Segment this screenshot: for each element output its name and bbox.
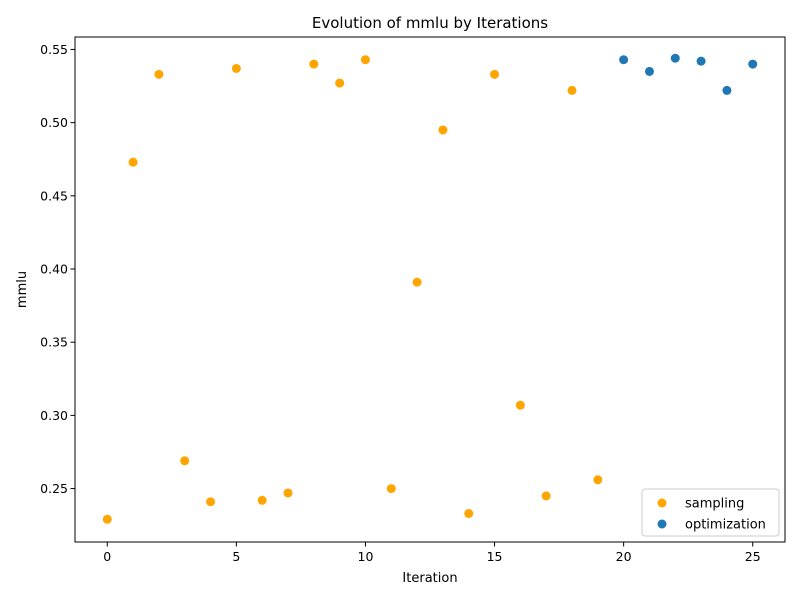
x-tick-label: 25 — [745, 549, 761, 564]
data-point — [128, 157, 138, 167]
data-point — [335, 78, 345, 88]
legend-label: optimization — [685, 518, 766, 533]
data-point — [490, 69, 500, 79]
plot-frame — [74, 36, 786, 543]
data-point — [644, 66, 654, 76]
legend-box — [641, 488, 780, 537]
data-point — [722, 85, 732, 95]
y-tick-label: 0.35 — [40, 335, 68, 350]
x-tick-label: 5 — [232, 549, 240, 564]
legend-marker — [657, 498, 667, 508]
data-point — [360, 55, 370, 65]
data-point — [154, 69, 164, 79]
data-point — [206, 497, 216, 507]
series-sampling — [102, 55, 603, 524]
data-point — [515, 400, 525, 410]
x-tick-label: 10 — [358, 549, 374, 564]
y-axis: 0.25 0.30 0.35 0.40 0.45 0.50 0.55 — [40, 42, 75, 496]
x-axis: 0 5 10 15 20 25 — [103, 542, 761, 564]
legend: sampling optimization — [641, 488, 780, 537]
x-tick-label: 15 — [487, 549, 503, 564]
data-point — [567, 85, 577, 95]
y-tick-label: 0.55 — [40, 42, 68, 57]
series-optimization — [619, 53, 758, 95]
y-tick-label: 0.30 — [40, 408, 68, 423]
data-point — [619, 55, 629, 65]
data-point — [464, 508, 474, 518]
data-point — [541, 491, 551, 501]
y-tick-label: 0.25 — [40, 481, 68, 496]
legend-label: sampling — [685, 497, 744, 512]
data-point — [748, 59, 758, 69]
data-point — [670, 53, 680, 63]
chart-title: Evolution of mmlu by Iterations — [312, 14, 548, 32]
y-axis-label: mmlu — [15, 271, 30, 308]
x-tick-label: 0 — [103, 549, 111, 564]
data-point — [386, 484, 396, 494]
legend-marker — [657, 519, 667, 529]
data-point — [283, 488, 293, 498]
data-points — [102, 53, 758, 524]
data-point — [412, 277, 422, 287]
x-tick-label: 20 — [616, 549, 632, 564]
data-point — [309, 59, 319, 69]
x-axis-label: Iteration — [402, 571, 457, 586]
data-point — [593, 475, 603, 485]
data-point — [696, 56, 706, 66]
y-tick-label: 0.40 — [40, 262, 68, 277]
y-tick-label: 0.50 — [40, 115, 68, 130]
data-point — [102, 514, 112, 524]
data-point — [438, 125, 448, 135]
data-point — [231, 63, 241, 73]
data-point — [257, 495, 267, 505]
data-point — [180, 456, 190, 466]
y-tick-label: 0.45 — [40, 188, 68, 203]
